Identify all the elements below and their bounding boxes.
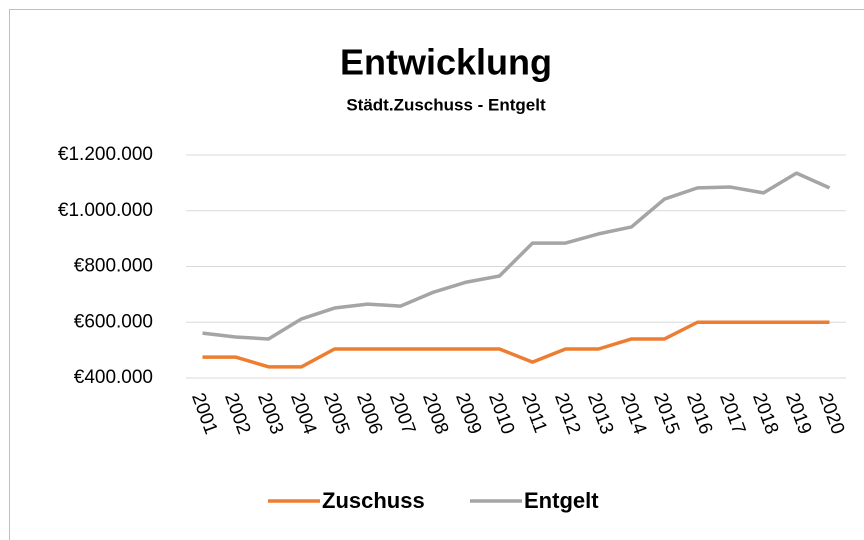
y-tick-label: €1.000.000: [58, 200, 153, 221]
legend-label: Zuschuss: [322, 488, 425, 513]
y-tick-label: €1.200.000: [58, 144, 153, 165]
y-tick-label: €800.000: [74, 256, 153, 277]
chart-subtitle: Städt.Zuschuss - Entgelt: [346, 95, 546, 114]
legend-label: Entgelt: [524, 488, 599, 513]
y-tick-label: €600.000: [74, 311, 153, 332]
series-line: [202, 320, 830, 369]
chart-frame: [9, 9, 864, 540]
series-line: [202, 171, 831, 341]
chart-title: Entwicklung: [340, 42, 552, 83]
y-tick-label: €400.000: [74, 367, 153, 388]
